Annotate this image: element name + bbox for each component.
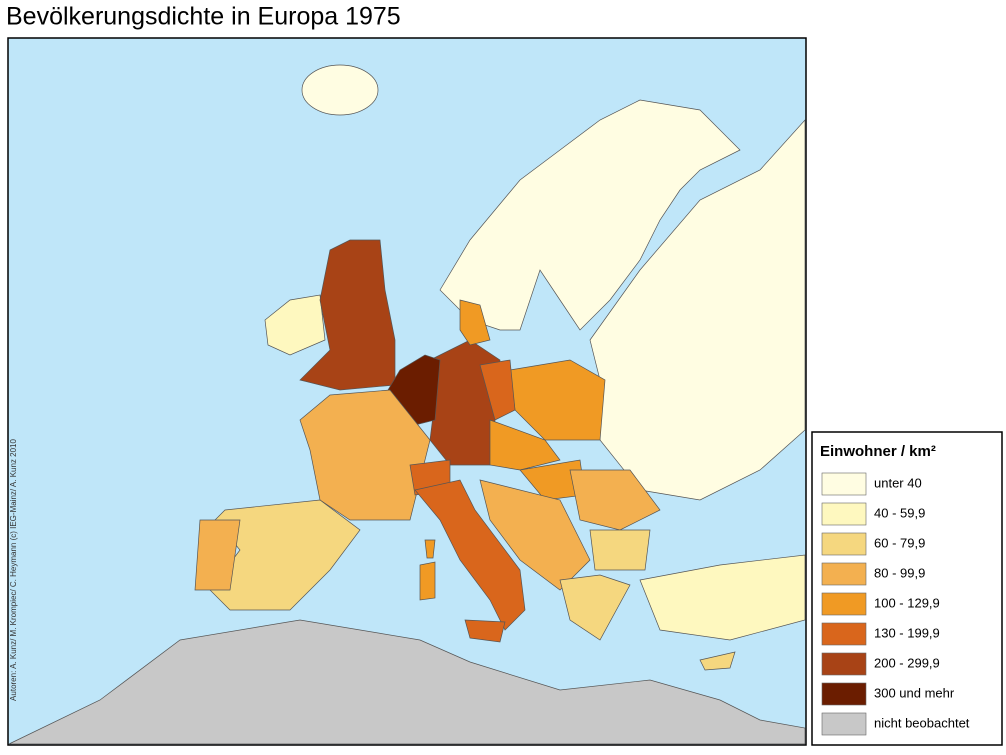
legend-label: unter 40 xyxy=(874,475,922,490)
legend-swatch xyxy=(821,622,867,646)
region xyxy=(429,339,501,466)
legend-label: nicht beobachtet xyxy=(874,715,970,730)
region xyxy=(569,469,661,531)
legend-label: 200 - 299,9 xyxy=(874,655,940,670)
region xyxy=(8,619,806,745)
region xyxy=(301,64,379,116)
region xyxy=(559,574,631,641)
region xyxy=(439,99,741,331)
legend-items: unter 40 40 - 59,9 60 - 79,9 80 - 99,9 100 -… xyxy=(821,472,970,736)
legend-swatch xyxy=(821,682,867,706)
region xyxy=(419,561,436,601)
legend-label: 40 - 59,9 xyxy=(874,505,925,520)
legend-label: 130 - 199,9 xyxy=(874,625,940,640)
legend-label: 80 - 99,9 xyxy=(874,565,925,580)
legend-swatch xyxy=(821,712,867,736)
region xyxy=(459,299,491,346)
regions xyxy=(8,64,806,745)
map-title: Bevölkerungsdichte in Europa 1975 xyxy=(6,3,401,31)
legend-label: 100 - 129,9 xyxy=(874,595,940,610)
region xyxy=(464,619,506,643)
region xyxy=(589,529,651,571)
legend-label: 300 und mehr xyxy=(874,685,955,700)
legend-label: 60 - 79,9 xyxy=(874,535,925,550)
region xyxy=(699,651,736,671)
region xyxy=(299,389,431,521)
legend-title: Einwohner / km² xyxy=(820,443,936,460)
legend-swatch xyxy=(821,592,867,616)
region xyxy=(424,539,436,559)
legend-swatch xyxy=(821,502,867,526)
region xyxy=(194,519,241,591)
region xyxy=(264,294,326,356)
region xyxy=(489,419,561,471)
legend-swatch xyxy=(821,562,867,586)
region xyxy=(639,554,806,641)
legend-swatch xyxy=(821,652,867,676)
legend-swatch xyxy=(821,472,867,496)
legend-swatch xyxy=(821,532,867,556)
region xyxy=(414,479,526,631)
region xyxy=(479,479,591,591)
region xyxy=(479,359,516,421)
credit: Autoren: A. Kunz/ M. Krompiec/ C. Heyman… xyxy=(9,439,18,701)
